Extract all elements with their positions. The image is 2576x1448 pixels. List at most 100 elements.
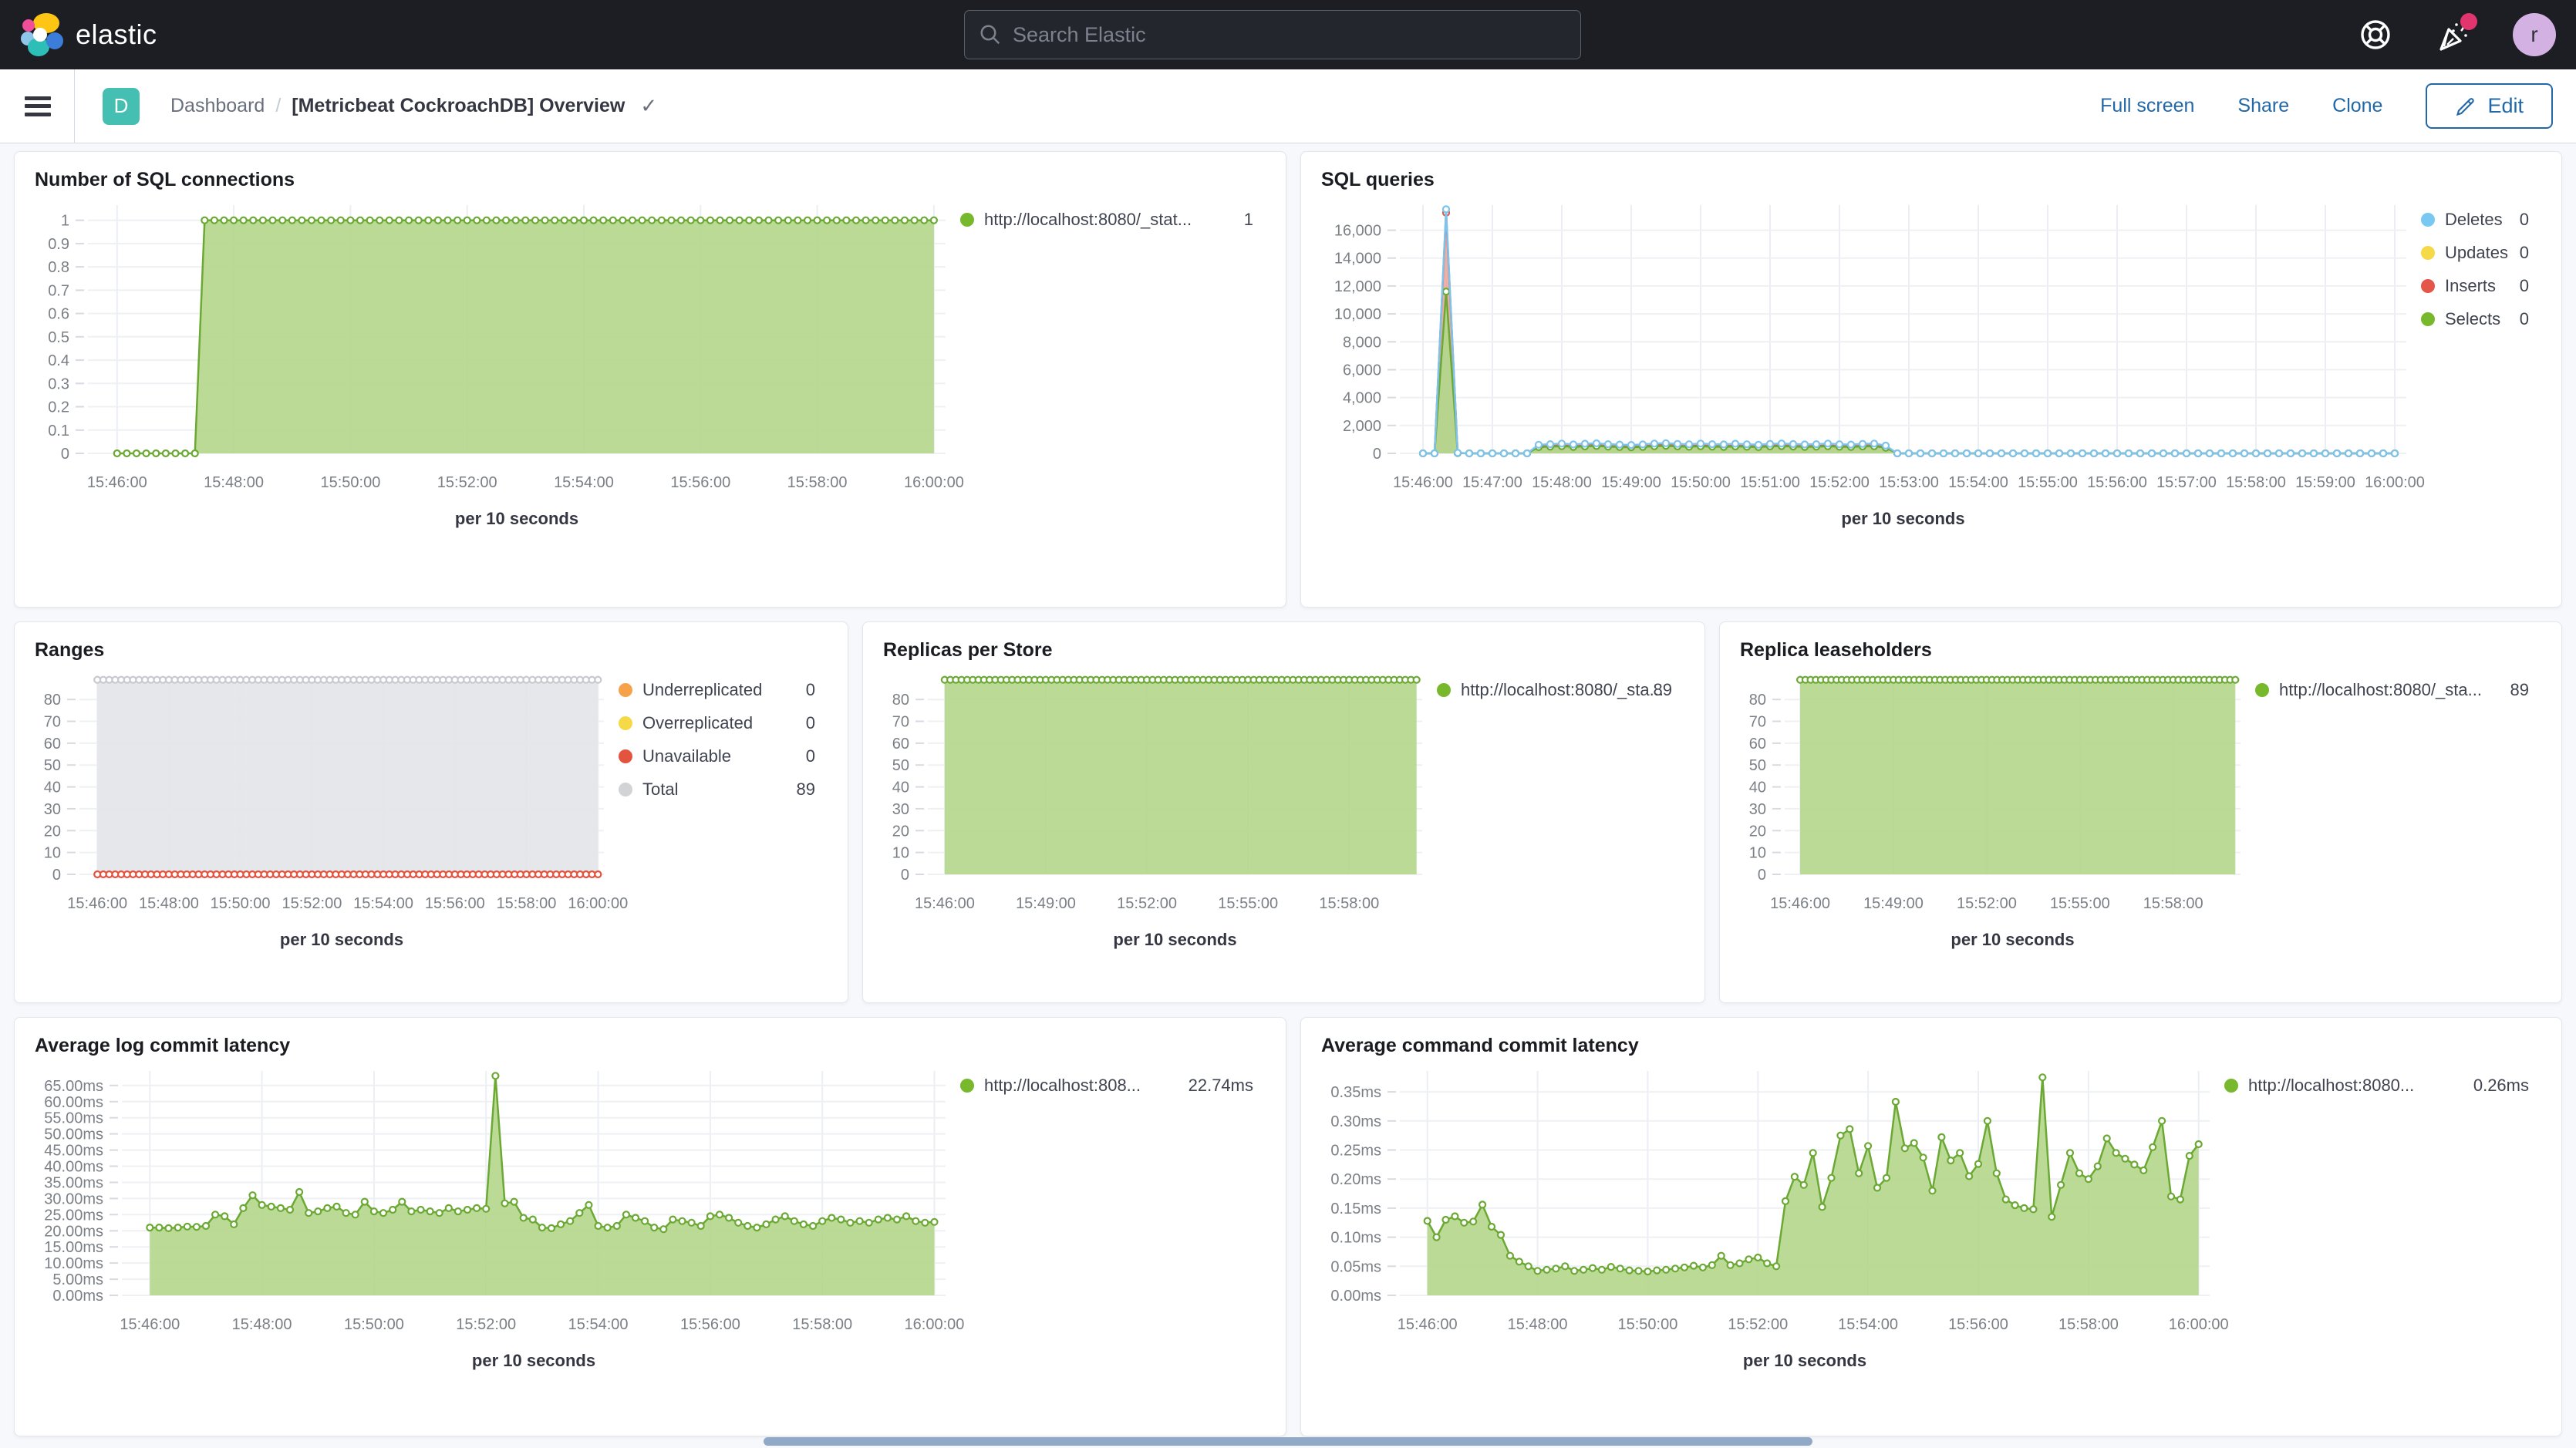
svg-text:8,000: 8,000 [1343, 334, 1381, 351]
dashboard-toolbar: D Dashboard / [Metricbeat CockroachDB] O… [0, 69, 2576, 143]
menu-icon[interactable] [25, 96, 51, 116]
svg-text:15:50:00: 15:50:00 [1617, 1316, 1677, 1333]
chart-sql-queries[interactable]: 0 2,000 4,000 6,000 8,000 10,000 12,000 14,000 1… [1313, 193, 2549, 591]
svg-text:15:46:00: 15:46:00 [120, 1316, 180, 1333]
svg-text:15:54:00: 15:54:00 [1838, 1316, 1898, 1333]
svg-text:0.20ms: 0.20ms [1330, 1171, 1381, 1188]
panel-title: Replicas per Store [883, 639, 1053, 661]
svg-text:15:50:00: 15:50:00 [320, 474, 380, 491]
svg-text:30: 30 [1749, 801, 1766, 818]
svg-text:per 10 seconds: per 10 seconds [1113, 930, 1236, 949]
svg-text:15:52:00: 15:52:00 [282, 895, 342, 912]
svg-text:Unavailable: Unavailable [642, 746, 731, 766]
svg-text:Updates: Updates [2445, 243, 2508, 262]
svg-text:0: 0 [901, 867, 909, 884]
svg-text:15:52:00: 15:52:00 [456, 1316, 516, 1333]
svg-text:16:00:00: 16:00:00 [904, 474, 964, 491]
chart-average-command-commit-latency[interactable]: 0.00ms 0.05ms 0.10ms 0.15ms 0.20ms 0.25ms 0.30… [1313, 1059, 2549, 1419]
svg-text:0.26ms: 0.26ms [2473, 1076, 2529, 1095]
svg-text:45.00ms: 45.00ms [44, 1143, 103, 1160]
search-input[interactable] [1013, 22, 1553, 47]
svg-text:http://localhost:8080/_sta...: http://localhost:8080/_sta... [2279, 680, 2482, 699]
svg-text:15:54:00: 15:54:00 [1948, 474, 2008, 491]
clone-button[interactable]: Clone [2332, 95, 2383, 116]
svg-text:15:48:00: 15:48:00 [1532, 474, 1592, 491]
svg-text:15:56:00: 15:56:00 [1948, 1316, 2008, 1333]
svg-text:70: 70 [1749, 714, 1766, 731]
svg-text:0.2: 0.2 [48, 399, 69, 416]
share-button[interactable]: Share [2237, 95, 2290, 116]
svg-text:15:48:00: 15:48:00 [139, 895, 199, 912]
avatar-initial: r [2530, 22, 2538, 46]
svg-text:15:49:00: 15:49:00 [1601, 474, 1661, 491]
svg-text:0.25ms: 0.25ms [1330, 1143, 1381, 1160]
elastic-logo[interactable]: elastic [20, 12, 157, 57]
divider [74, 69, 75, 143]
svg-text:0.15ms: 0.15ms [1330, 1200, 1381, 1217]
svg-text:1: 1 [61, 213, 69, 230]
svg-text:15:46:00: 15:46:00 [87, 474, 147, 491]
svg-text:40: 40 [892, 780, 909, 796]
svg-text:15:50:00: 15:50:00 [344, 1316, 404, 1333]
dashboard-grid: Number of SQL connections 0 0.1 0.2 0.3 0.4 0… [0, 143, 2576, 1448]
svg-text:89: 89 [2510, 680, 2529, 699]
svg-text:15:54:00: 15:54:00 [554, 474, 614, 491]
chart-average-log-commit-latency[interactable]: 0.00ms 5.00ms 10.00ms 15.00ms 20.00ms 25.00ms… [27, 1059, 1273, 1419]
global-search[interactable] [964, 10, 1581, 59]
svg-text:15:48:00: 15:48:00 [1508, 1316, 1568, 1333]
svg-text:0.8: 0.8 [48, 259, 69, 276]
chart-replicas-per-store[interactable]: 0 10 20 30 40 50 60 70 80 15:46:00 15:49:00 15:52:0… [875, 663, 1692, 986]
svg-text:0: 0 [2520, 243, 2529, 262]
user-avatar[interactable]: r [2513, 13, 2556, 56]
svg-text:0: 0 [61, 446, 69, 463]
breadcrumb-dashboard[interactable]: Dashboard [170, 95, 265, 116]
svg-text:0.6: 0.6 [48, 306, 69, 323]
panel-title: Number of SQL connections [35, 169, 295, 190]
svg-text:22.74ms: 22.74ms [1189, 1076, 1253, 1095]
svg-text:14,000: 14,000 [1334, 251, 1381, 268]
svg-text:6,000: 6,000 [1343, 362, 1381, 379]
svg-text:0.35ms: 0.35ms [1330, 1084, 1381, 1101]
news-feed-icon[interactable] [2434, 13, 2477, 55]
chart-ranges[interactable]: 0 10 20 30 40 50 60 70 80 15:46:00 15:48:00 15:50:0… [27, 663, 835, 986]
svg-text:15:47:00: 15:47:00 [1462, 474, 1522, 491]
help-icon[interactable] [2355, 15, 2396, 55]
svg-text:0: 0 [806, 746, 815, 766]
svg-text:0: 0 [1373, 446, 1381, 463]
svg-text:0.1: 0.1 [48, 423, 69, 439]
svg-text:15:50:00: 15:50:00 [1671, 474, 1731, 491]
dashboard-badge[interactable]: D [103, 87, 140, 125]
svg-text:30.00ms: 30.00ms [44, 1190, 103, 1207]
svg-text:50: 50 [1749, 757, 1766, 774]
svg-text:50: 50 [44, 757, 61, 774]
svg-text:4,000: 4,000 [1343, 390, 1381, 407]
svg-text:per 10 seconds: per 10 seconds [1743, 1351, 1866, 1370]
edit-button-label: Edit [2487, 94, 2524, 117]
chart-number-of-sql-connections[interactable]: 0 0.1 0.2 0.3 0.4 0.5 0.6 0.7 0.8 0.9 1 15:46:00 15:… [27, 193, 1273, 591]
svg-text:0.30ms: 0.30ms [1330, 1113, 1381, 1130]
svg-text:10: 10 [1749, 845, 1766, 862]
svg-text:0: 0 [1758, 867, 1766, 884]
svg-text:5.00ms: 5.00ms [52, 1271, 103, 1288]
svg-text:15:46:00: 15:46:00 [1770, 895, 1830, 912]
svg-text:15:50:00: 15:50:00 [211, 895, 271, 912]
breadcrumb: Dashboard / [Metricbeat CockroachDB] Ove… [170, 94, 657, 118]
edit-button[interactable]: Edit [2426, 83, 2553, 129]
svg-text:15:56:00: 15:56:00 [670, 474, 730, 491]
check-icon: ✓ [640, 94, 658, 117]
horizontal-scrollbar[interactable] [764, 1437, 1812, 1446]
svg-text:50.00ms: 50.00ms [44, 1126, 103, 1143]
svg-text:0.5: 0.5 [48, 329, 69, 346]
full-screen-button[interactable]: Full screen [2100, 95, 2195, 116]
svg-text:Overreplicated: Overreplicated [642, 713, 753, 732]
svg-text:per 10 seconds: per 10 seconds [472, 1351, 595, 1370]
svg-text:15:53:00: 15:53:00 [1879, 474, 1939, 491]
svg-text:15:49:00: 15:49:00 [1016, 895, 1076, 912]
svg-text:0: 0 [2520, 210, 2529, 229]
chart-replica-leaseholders[interactable]: 0 10 20 30 40 50 60 70 80 15:46:00 15:49:00 15:52:0… [1732, 663, 2549, 986]
pencil-icon [2456, 97, 2475, 116]
svg-text:Inserts: Inserts [2445, 276, 2496, 295]
svg-text:15:58:00: 15:58:00 [2226, 474, 2286, 491]
svg-text:25.00ms: 25.00ms [44, 1207, 103, 1224]
svg-text:0: 0 [806, 713, 815, 732]
